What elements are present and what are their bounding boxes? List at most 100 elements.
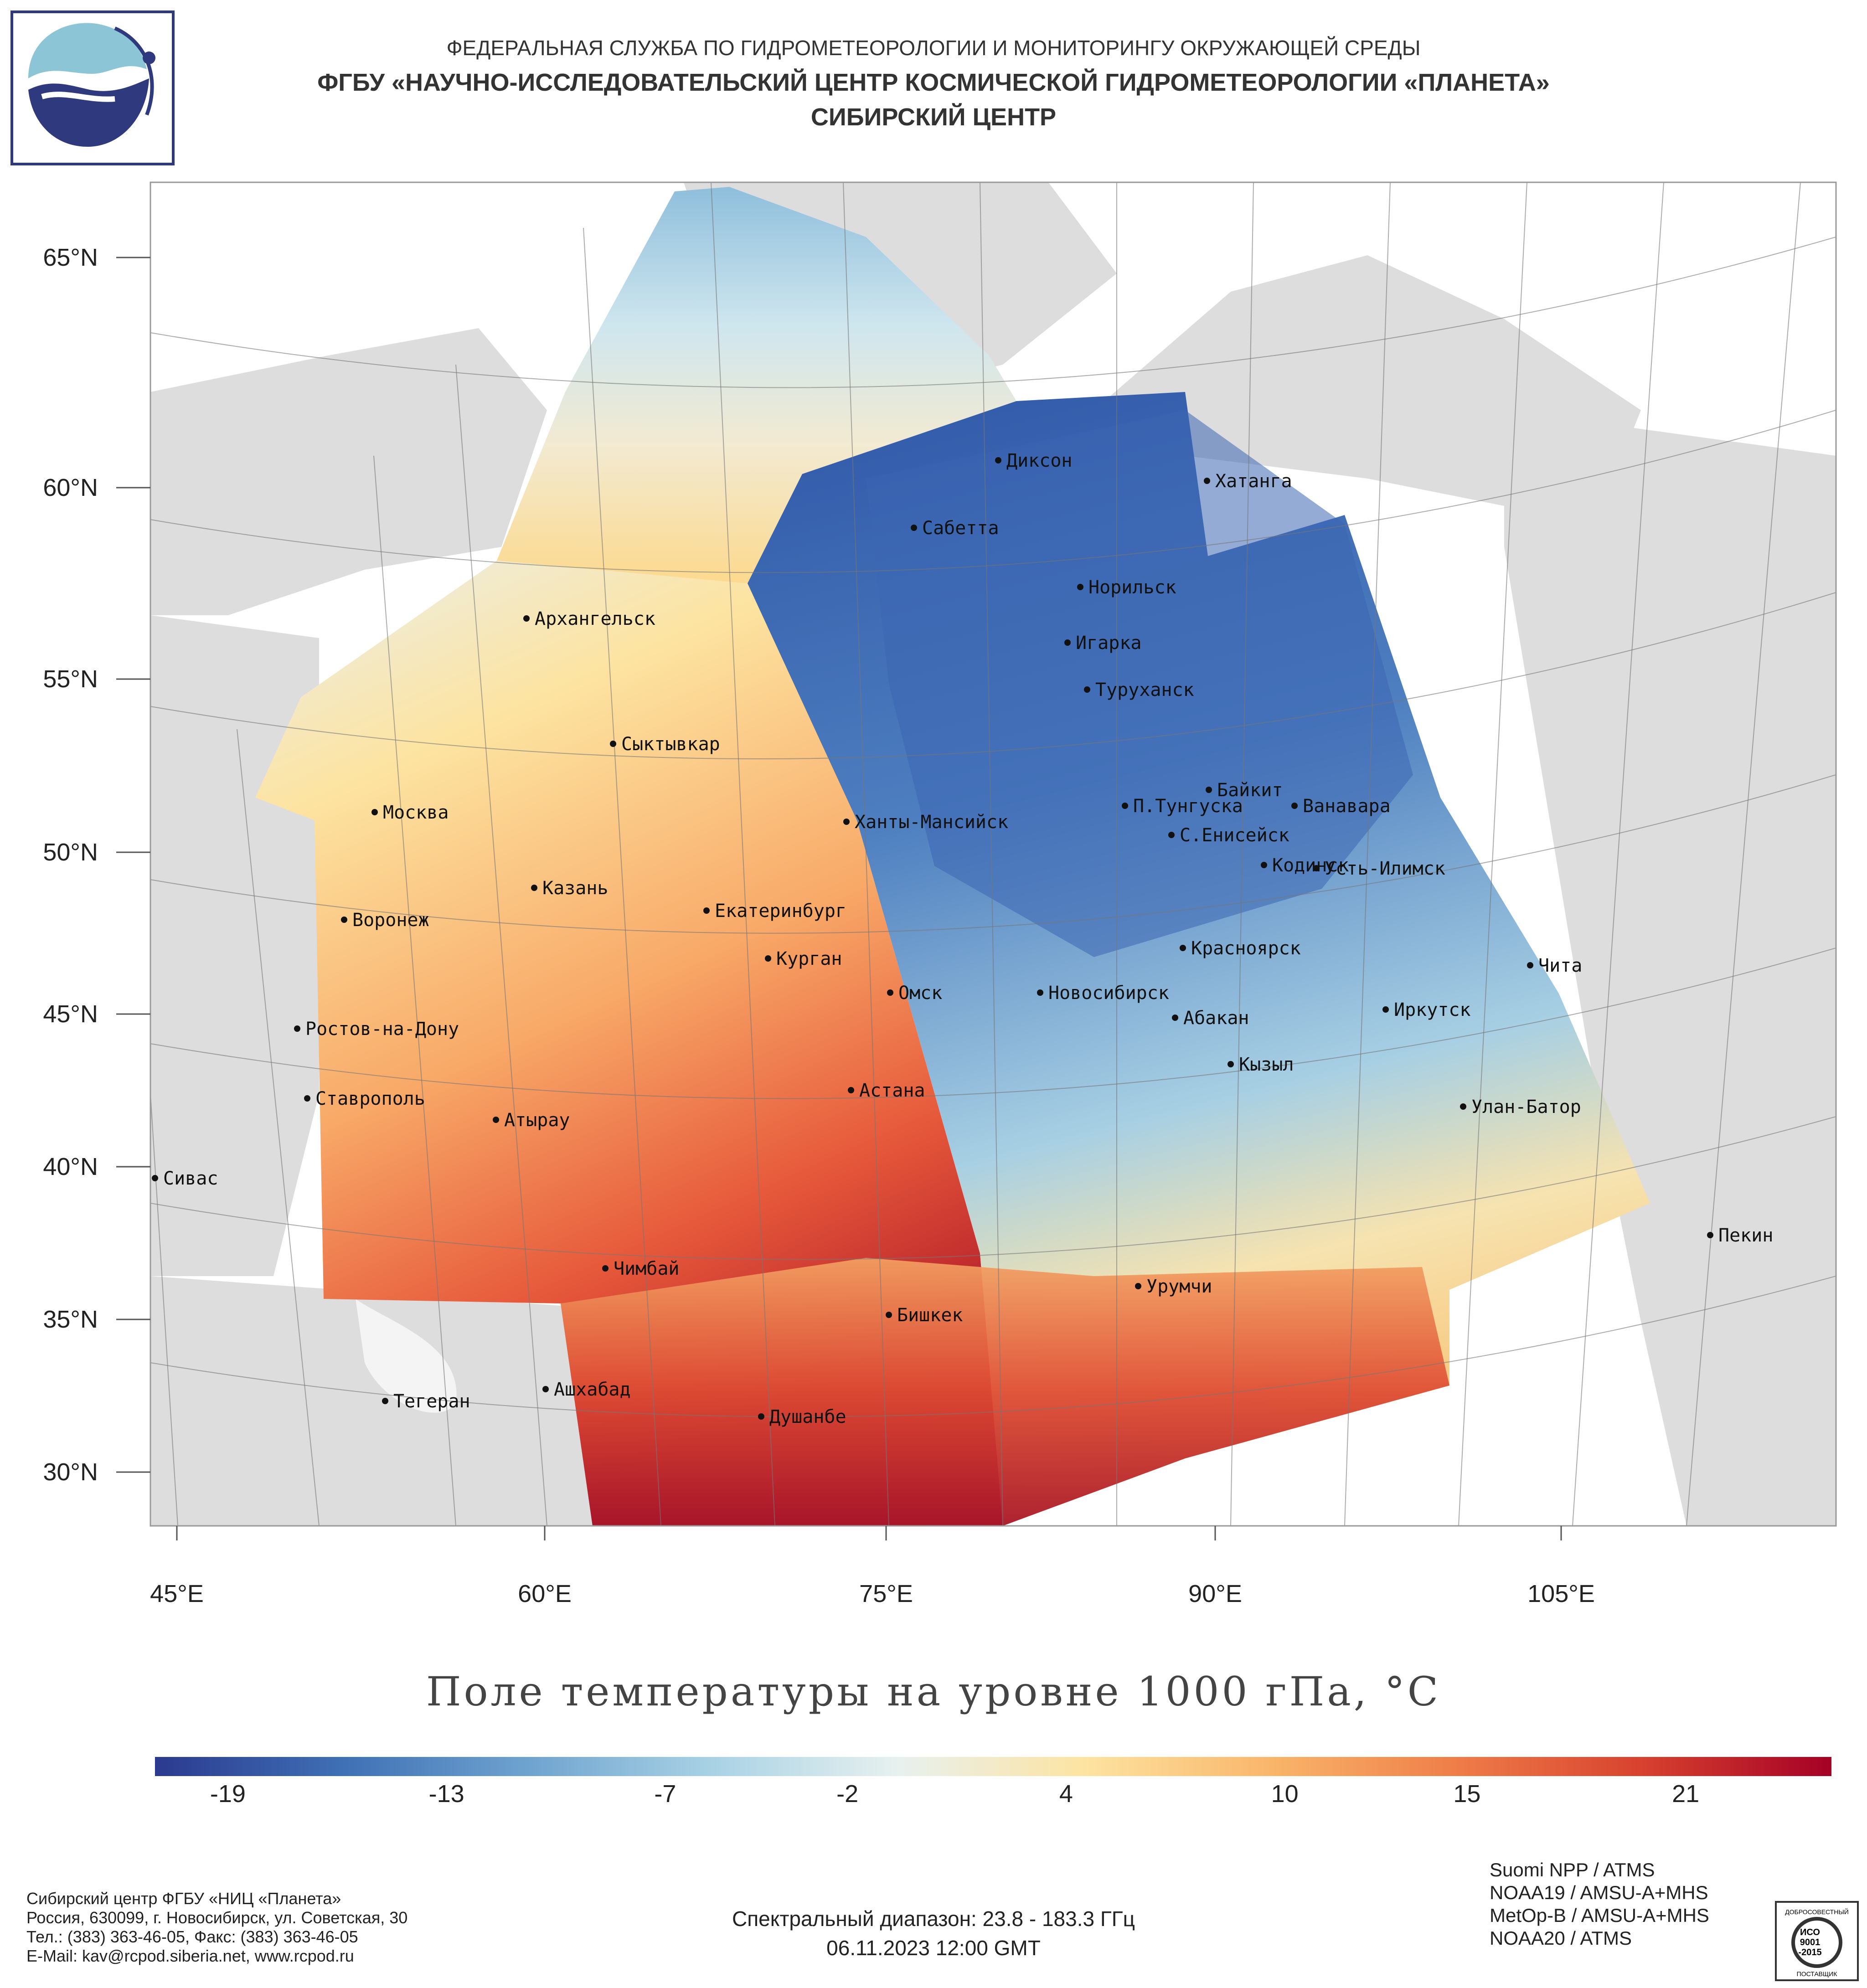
city-dot (1084, 686, 1090, 693)
org-phone: Тел.: (383) 363-46-05, Факс: (383) 363-4… (26, 1927, 358, 1946)
city-label: Усть-Илимск (1325, 858, 1445, 879)
city-label: Омск (898, 983, 942, 1004)
city-dot (531, 885, 537, 891)
city-label: Ашхабад (554, 1379, 631, 1400)
org-line: Сибирский центр ФГБУ «НИЦ «Планета» (26, 1889, 341, 1908)
lat-label: 55°N (43, 665, 98, 693)
city-dot (1460, 1103, 1466, 1110)
city-dot (1037, 989, 1043, 996)
svg-text:ДОБРОСОВЕСТНЫЙ: ДОБРОСОВЕСТНЫЙ (1785, 1908, 1849, 1916)
city-label: Туруханск (1095, 680, 1194, 700)
colorbar-tick-label: 15 (1453, 1780, 1481, 1808)
swath-cold-core (866, 410, 1413, 957)
city-dot (1313, 865, 1320, 871)
swath-south (561, 1258, 1449, 1526)
city-dot (995, 457, 1001, 464)
city-label: Чита (1538, 955, 1582, 976)
city-label: Ванавара (1303, 796, 1391, 817)
parallels (150, 237, 1836, 1417)
city-label: Астана (859, 1080, 925, 1101)
colorbar-tick-label: 21 (1672, 1780, 1700, 1808)
colorbar-tick-label: 10 (1271, 1780, 1299, 1808)
city-dot (1707, 1232, 1713, 1238)
colorbar-tick-label: -2 (836, 1780, 859, 1808)
city-dot (1077, 584, 1083, 590)
city-label: Воронеж (352, 910, 429, 931)
city-label: Сабетта (922, 518, 999, 539)
city-dot (1135, 1283, 1141, 1289)
city-dot (371, 809, 378, 815)
center-title: ФГБУ «НАУЧНО-ИССЛЕДОВАТЕЛЬСКИЙ ЦЕНТР КОС… (317, 69, 1550, 96)
branch-title: СИБИРСКИЙ ЦЕНТР (810, 103, 1057, 131)
land-scandinavia (150, 328, 547, 615)
org-address: Россия, 630099, г. Новосибирск, ул. Сове… (26, 1908, 408, 1927)
city-dot (523, 615, 530, 622)
planeta-logo (10, 10, 175, 165)
city-dot (1382, 1006, 1389, 1013)
city-dot (1204, 478, 1210, 484)
lon-label: 45°E (150, 1580, 204, 1607)
city-label: Кодинск (1272, 855, 1349, 876)
lon-label: 90°E (1188, 1580, 1242, 1607)
city-dot (1122, 803, 1128, 809)
swath-central (497, 187, 1016, 583)
colorbar-tick-label: -7 (654, 1780, 676, 1808)
city-dot (1064, 639, 1071, 646)
sea-caspian (356, 1299, 457, 1413)
spectral-range: Спектральный диапазон: 23.8 - 183.3 ГГц (732, 1907, 1135, 1931)
city-label: Диксон (1006, 450, 1073, 471)
map-frame (150, 181, 1837, 1527)
city-label: Пекин (1718, 1225, 1773, 1246)
org-email: E-Mail: kav@rcpod.siberia.net, www.rcpod… (26, 1947, 354, 1965)
agency-title: ФЕДЕРАЛЬНАЯ СЛУЖБА ПО ГИДРОМЕТЕОРОЛОГИИ … (446, 36, 1421, 60)
city-dot (1180, 945, 1186, 951)
city-dot (1206, 787, 1212, 793)
city-dot (1168, 832, 1175, 838)
city-dot (493, 1117, 499, 1123)
map-caption: Поле температуры на уровне 1000 гПа, °С (426, 1668, 1441, 1715)
city-label: Москва (383, 802, 449, 823)
city-label: Игарка (1076, 633, 1142, 654)
lon-label: 105°E (1527, 1580, 1595, 1607)
lon-label: 60°E (518, 1580, 572, 1607)
instrument-item: Suomi NPP / ATMS (1490, 1859, 1655, 1880)
city-label: Тегеран (393, 1391, 470, 1412)
colorbar-tick-label: -19 (210, 1780, 246, 1808)
iso-certification-seal: ДОБРОСОВЕСТНЫЙ ИСО 9001 -2015 ПОСТАВЩИК (1775, 1901, 1859, 1981)
city-dot (848, 1087, 854, 1093)
observation-info: Спектральный диапазон: 23.8 - 183.3 ГГц … (0, 1904, 1867, 1962)
city-dot (1261, 862, 1267, 868)
observation-datetime: 06.11.2023 12:00 GMT (826, 1936, 1041, 1960)
city-dot (610, 741, 616, 747)
latitude-axis: 65°N 60°N 55°N 50°N 45°N 40°N 35°N 30°N (43, 244, 150, 1486)
colorbar-tick-label: -13 (428, 1780, 464, 1808)
city-label: Казань (542, 878, 609, 899)
lat-label: 50°N (43, 839, 98, 866)
city-label: Иркутск (1394, 999, 1471, 1020)
svg-text:9001: 9001 (1800, 1937, 1821, 1947)
instrument-list: Suomi NPP / ATMS NOAA19 / AMSU-A+MHS Met… (1490, 1859, 1709, 1950)
city-label: Курган (776, 948, 842, 969)
city-label: Душанбе (769, 1406, 846, 1427)
land-east (1504, 410, 1836, 1526)
city-label: П.Тунгуска (1133, 796, 1243, 817)
city-label: Ростов-на-Дону (305, 1019, 459, 1040)
city-label: Бишкек (897, 1305, 963, 1326)
city-label: Абакан (1183, 1008, 1249, 1029)
colorbar (155, 1757, 1831, 1776)
city-label: Улан-Батор (1471, 1097, 1581, 1118)
longitude-axis: 45°E 60°E 75°E 90°E 105°E (150, 1526, 1595, 1607)
city-dot (294, 1025, 300, 1032)
lat-label: 65°N (43, 244, 98, 271)
city-dot (382, 1398, 388, 1404)
colorbar-tick-label: 4 (1059, 1780, 1073, 1808)
city-label: Архангельск (535, 608, 655, 629)
city-dot (1291, 803, 1298, 809)
land-south (150, 1276, 593, 1526)
city-dot (765, 955, 771, 962)
city-label: Атырау (504, 1110, 570, 1131)
city-label: С.Енисейск (1180, 825, 1289, 846)
lat-label: 30°N (43, 1458, 98, 1486)
city-label: Урумчи (1146, 1276, 1212, 1297)
city-label: Ставрополь (315, 1088, 425, 1109)
